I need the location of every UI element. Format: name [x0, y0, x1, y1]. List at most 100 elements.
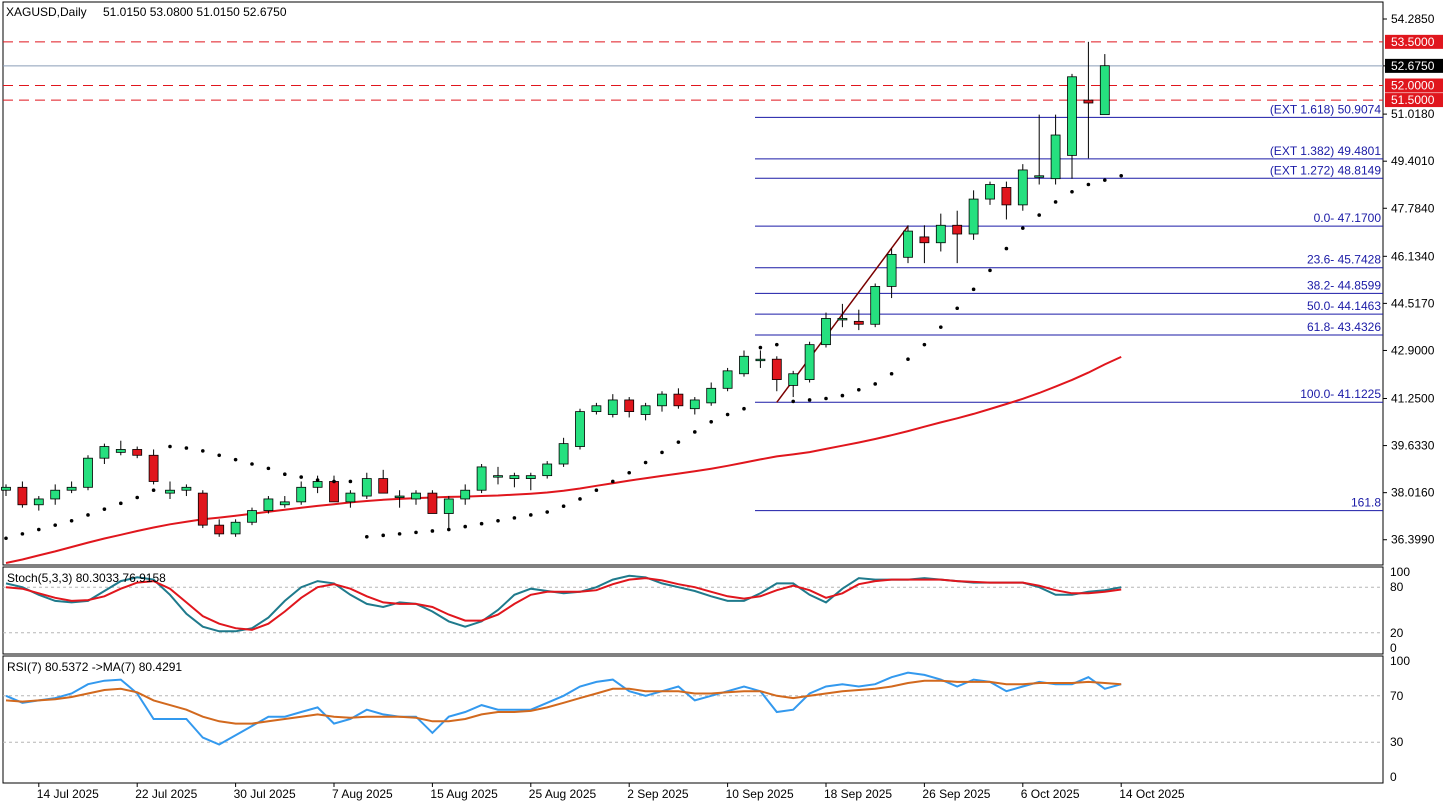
candle-body-24: [394, 495, 405, 498]
sar-dot-45: [742, 406, 746, 411]
level-tag-bg-0: [1385, 34, 1443, 49]
candle-body-13: [214, 524, 225, 535]
sar-dot-5: [86, 513, 90, 517]
candle-body-55: [903, 230, 913, 258]
sar-dot-47: [775, 342, 779, 347]
sar-dot-38: [627, 470, 631, 475]
sar-dot-7: [119, 501, 123, 506]
sar-dot-53: [873, 382, 877, 386]
candle-body-47: [771, 358, 782, 380]
sar-dot-22: [365, 534, 369, 539]
price-tick-label-6: 44.5170: [1391, 296, 1435, 310]
candle-body-9: [148, 454, 159, 482]
candle-body-27: [443, 498, 454, 514]
level-tag-bg-1: [1385, 78, 1443, 93]
price-tick-label-9: 39.6330: [1391, 439, 1435, 453]
fib-label-8: 100.0- 41.1225: [1300, 387, 1381, 401]
candle-body-49: [804, 344, 815, 380]
candle-body-54: [886, 253, 897, 287]
sar-dot-43: [709, 419, 713, 424]
sar-dot-67: [1103, 178, 1107, 182]
candle-body-6: [99, 446, 110, 459]
date-tick-label-11: 14 Oct 2025: [1119, 787, 1185, 801]
sar-dot-24: [397, 532, 402, 536]
stoch-tick-label-2: 20: [1390, 626, 1404, 640]
sar-dot-58: [955, 306, 959, 311]
sar-dot-4: [69, 518, 74, 523]
sar-dot-26: [430, 529, 435, 533]
candle-body-45: [739, 355, 749, 375]
date-tick-label-0: 14 Jul 2025: [37, 787, 99, 801]
sar-dot-55: [906, 357, 910, 361]
candle-body-61: [1001, 187, 1012, 206]
candle-body-46: [755, 358, 766, 362]
sar-dot-11: [184, 446, 189, 450]
sar-dot-54: [889, 371, 894, 376]
candle-body-62: [1017, 169, 1028, 206]
candle-body-35: [575, 411, 585, 447]
sar-dot-41: [676, 440, 681, 444]
candle-body-40: [657, 393, 667, 407]
date-tick-label-5: 25 Aug 2025: [529, 787, 597, 801]
sar-dot-52: [857, 387, 861, 392]
sar-dot-51: [840, 393, 845, 398]
price-tick-label-4: 47.7840: [1391, 201, 1435, 215]
sar-dot-31: [512, 516, 517, 520]
sar-dot-65: [1070, 189, 1074, 194]
price-tick-label-3: 49.4010: [1391, 154, 1435, 168]
fib-label-3: 0.0- 47.1700: [1314, 211, 1382, 225]
candle-body-36: [591, 405, 602, 413]
candle-body-38: [624, 399, 635, 413]
stoch-series-0: [5, 574, 1122, 633]
fib-label-6: 50.0- 44.1463: [1307, 299, 1381, 313]
candle-body-14: [230, 521, 241, 535]
sar-dot-40: [660, 450, 664, 455]
sar-dot-30: [496, 518, 500, 523]
date-tick-label-3: 7 Aug 2025: [332, 787, 393, 801]
sar-dot-21: [348, 479, 353, 484]
sar-dot-60: [988, 268, 992, 273]
candle-body-63: [1034, 175, 1045, 178]
sar-dot-1: [20, 532, 25, 536]
sar-dot-37: [611, 479, 615, 484]
candle-body-8: [132, 449, 143, 456]
candle-body-41: [673, 393, 684, 407]
main-panel-frame: [2, 1, 1384, 566]
sar-dot-2: [37, 527, 41, 532]
candle-body-3: [50, 489, 61, 500]
stoch-tick-label-3: 0: [1390, 641, 1397, 655]
candle-body-50: [821, 318, 831, 346]
fib-label-5: 38.2- 44.8599: [1307, 278, 1381, 292]
sar-dot-66: [1086, 182, 1091, 187]
candle-body-60: [985, 184, 995, 200]
level-tag-label-2: 51.5000: [1391, 93, 1435, 107]
fib-label-4: 23.6- 45.7428: [1307, 253, 1381, 267]
fib-label-9: 161.8: [1351, 496, 1381, 510]
date-tick-label-9: 26 Sep 2025: [922, 787, 990, 801]
fib-label-1: (EXT 1.382) 49.4801: [1270, 144, 1382, 158]
date-tick-label-1: 22 Jul 2025: [135, 787, 197, 801]
candle-body-22: [361, 478, 372, 497]
sar-dot-29: [479, 521, 484, 526]
candle-body-51: [837, 318, 848, 321]
fib-label-2: (EXT 1.272) 48.8149: [1270, 163, 1382, 177]
level-tag-label-0: 53.5000: [1391, 35, 1435, 49]
rsi-series-0: [5, 671, 1122, 746]
candle-body-33: [542, 463, 553, 477]
sar-dot-23: [381, 533, 386, 538]
stoch-series-1: [5, 577, 1122, 631]
stoch-title: Stoch(5,3,3) 80.3033 76.9158: [7, 571, 166, 585]
sar-dot-0: [4, 536, 8, 541]
candle-body-25: [411, 492, 421, 500]
sar-dot-48: [791, 399, 795, 404]
candle-body-37: [607, 399, 618, 415]
sar-dot-68: [1119, 173, 1123, 178]
sar-dot-8: [135, 495, 139, 500]
fib-label-7: 61.8- 43.4326: [1307, 320, 1381, 334]
sar-dot-35: [578, 497, 582, 501]
sar-dot-32: [529, 513, 533, 517]
level-tag-bg-2: [1385, 93, 1443, 108]
sar-dot-12: [201, 449, 205, 453]
candle-body-21: [345, 492, 356, 503]
